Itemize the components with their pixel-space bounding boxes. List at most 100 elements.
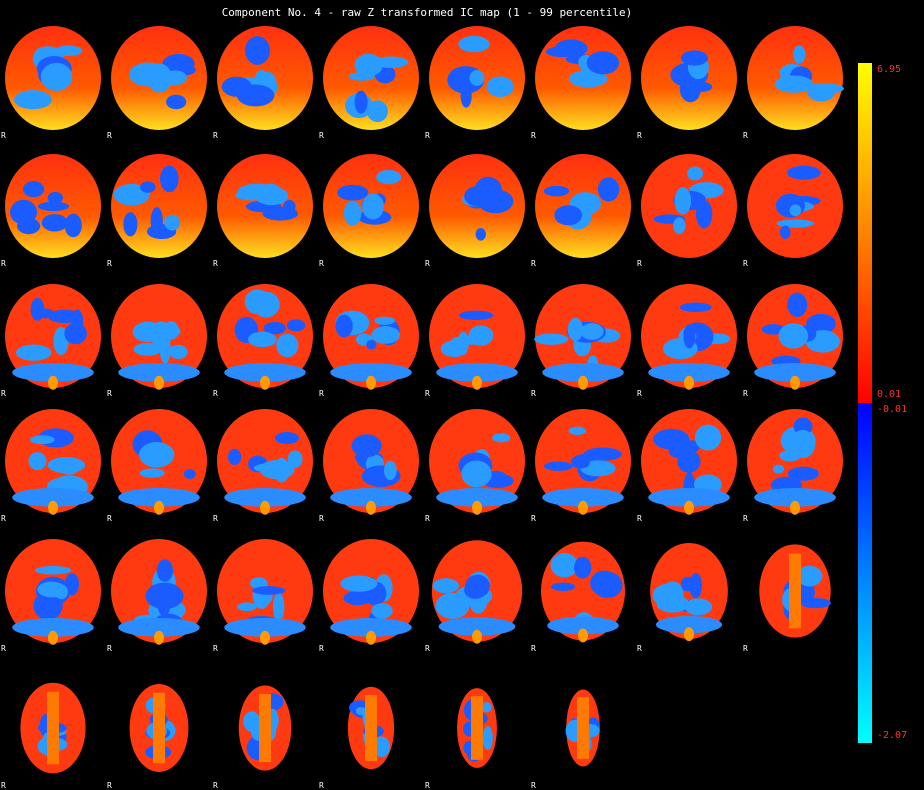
orientation-marker: R (531, 131, 536, 140)
brain-slice: R (212, 405, 318, 523)
orientation-marker: R (637, 131, 642, 140)
orientation-marker: R (319, 389, 324, 398)
brain-slice: R (424, 672, 530, 790)
orientation-marker: R (425, 514, 430, 523)
brain-slice: R (318, 405, 424, 523)
brain-slice: R (212, 535, 318, 653)
orientation-marker: R (531, 389, 536, 398)
orientation-marker: R (1, 389, 6, 398)
orientation-marker: R (637, 259, 642, 268)
orientation-marker: R (1, 131, 6, 140)
orientation-marker: R (531, 259, 536, 268)
brain-slice: R (212, 672, 318, 790)
orientation-marker: R (743, 644, 748, 653)
orientation-marker: R (319, 514, 324, 523)
orientation-marker: R (107, 644, 112, 653)
brain-slice: R (0, 22, 106, 140)
brain-slice: R (742, 405, 848, 523)
orientation-marker: R (213, 514, 218, 523)
brain-slice: R (106, 150, 212, 268)
brain-slice: R (530, 22, 636, 140)
brain-slice: R (424, 535, 530, 653)
brain-slice: R (530, 280, 636, 398)
slice-mosaic: R R R R R R R R R R R R R R R R R R R R R R R R R R R R R R R R R R R R R R R R… (0, 22, 848, 790)
brain-slice: R (530, 535, 636, 653)
colorbar-negative-gradient (858, 403, 872, 743)
colorbar-positive-gradient (858, 63, 872, 403)
brain-slice: R (106, 280, 212, 398)
orientation-marker: R (743, 131, 748, 140)
orientation-marker: R (1, 644, 6, 653)
brain-slice: R (424, 280, 530, 398)
brain-slice: R (0, 150, 106, 268)
orientation-marker: R (213, 131, 218, 140)
orientation-marker: R (425, 131, 430, 140)
orientation-marker: R (743, 389, 748, 398)
brain-slice: R (106, 672, 212, 790)
brain-slice: R (318, 672, 424, 790)
orientation-marker: R (213, 259, 218, 268)
orientation-marker: R (107, 514, 112, 523)
orientation-marker: R (319, 131, 324, 140)
brain-slice: R (212, 150, 318, 268)
brain-slice: R (106, 22, 212, 140)
orientation-marker: R (319, 644, 324, 653)
orientation-marker: R (319, 781, 324, 790)
brain-slice: R (106, 535, 212, 653)
brain-slice: R (636, 535, 742, 653)
brain-slice: R (318, 280, 424, 398)
brain-slice: R (742, 280, 848, 398)
brain-slice: R (0, 280, 106, 398)
brain-slice: R (0, 672, 106, 790)
orientation-marker: R (637, 514, 642, 523)
brain-slice: R (106, 405, 212, 523)
orientation-marker: R (107, 259, 112, 268)
orientation-marker: R (743, 259, 748, 268)
orientation-marker: R (425, 259, 430, 268)
orientation-marker: R (1, 514, 6, 523)
brain-slice: R (212, 22, 318, 140)
orientation-marker: R (425, 644, 430, 653)
brain-slice: R (318, 22, 424, 140)
orientation-marker: R (319, 259, 324, 268)
brain-slice: R (424, 405, 530, 523)
brain-slice: R (636, 405, 742, 523)
brain-slice: R (0, 405, 106, 523)
brain-slice: R (318, 150, 424, 268)
orientation-marker: R (107, 131, 112, 140)
colorbar-max-label: 6.95 (877, 64, 902, 75)
brain-slice: R (424, 22, 530, 140)
orientation-marker: R (213, 644, 218, 653)
orientation-marker: R (213, 389, 218, 398)
brain-slice: R (318, 535, 424, 653)
orientation-marker: R (1, 781, 6, 790)
brain-slice: R (0, 535, 106, 653)
brain-slice: R (742, 535, 848, 653)
orientation-marker: R (1, 259, 6, 268)
orientation-marker: R (637, 389, 642, 398)
brain-slice: R (530, 405, 636, 523)
orientation-marker: R (743, 514, 748, 523)
orientation-marker: R (425, 389, 430, 398)
colorbar (858, 63, 872, 743)
orientation-marker: R (637, 644, 642, 653)
orientation-marker: R (531, 644, 536, 653)
orientation-marker: R (107, 781, 112, 790)
brain-slice: R (424, 150, 530, 268)
brain-slice: R (636, 22, 742, 140)
brain-slice: R (530, 672, 636, 790)
colorbar-min-label: -2.07 (877, 730, 908, 741)
orientation-marker: R (425, 781, 430, 790)
colorbar-neg-min-label: -0.01 (877, 404, 908, 415)
brain-slice: R (742, 22, 848, 140)
brain-slice: R (212, 280, 318, 398)
brain-slice: R (636, 280, 742, 398)
brain-slice: R (636, 150, 742, 268)
orientation-marker: R (531, 514, 536, 523)
orientation-marker: R (107, 389, 112, 398)
brain-slice: R (742, 150, 848, 268)
figure-title: Component No. 4 - raw Z transformed IC m… (221, 6, 633, 19)
orientation-marker: R (213, 781, 218, 790)
orientation-marker: R (531, 781, 536, 790)
brain-slice: R (530, 150, 636, 268)
